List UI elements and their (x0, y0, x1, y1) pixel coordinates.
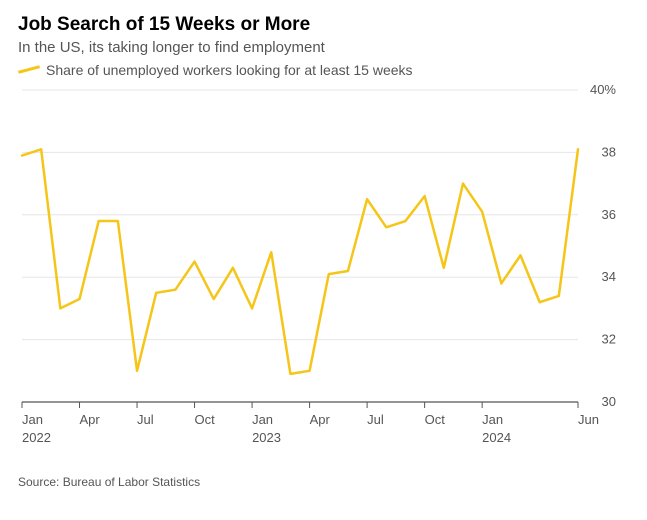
y-tick-label: 30 (602, 394, 616, 409)
chart-source: Source: Bureau of Labor Statistics (18, 475, 629, 489)
x-tick-year-label: 2023 (252, 430, 281, 445)
legend-swatch-icon (18, 66, 40, 75)
line-chart: 30 32 34 36 38 40% Jan 2022 Apr Jul Oct Jan 2023 Apr J… (18, 82, 629, 462)
x-tick-label: Jan (482, 412, 503, 427)
x-tick-label: Jul (367, 412, 384, 427)
y-tick-label: 32 (602, 331, 616, 346)
y-tick-label: 38 (602, 144, 616, 159)
chart-area: 30 32 34 36 38 40% Jan 2022 Apr Jul Oct Jan 2023 Apr J… (18, 82, 629, 467)
x-tick-label: Apr (310, 412, 331, 427)
x-tick-label: Apr (80, 412, 101, 427)
y-tick-label: 36 (602, 207, 616, 222)
x-tick-label: Oct (425, 412, 446, 427)
chart-subtitle: In the US, its taking longer to find emp… (18, 39, 629, 56)
x-tick-label: Jan (22, 412, 43, 427)
y-tick-label: 40% (590, 82, 616, 97)
y-tick-label: 34 (602, 269, 616, 284)
series-line (22, 149, 578, 374)
x-tick-label: Jan (252, 412, 273, 427)
legend-label: Share of unemployed workers looking for … (46, 62, 413, 78)
chart-legend: Share of unemployed workers looking for … (18, 62, 629, 78)
x-tick-year-label: 2022 (22, 430, 51, 445)
x-tick-label: Jun (578, 412, 599, 427)
chart-title: Job Search of 15 Weeks or More (18, 14, 629, 37)
x-tick-year-label: 2024 (482, 430, 511, 445)
chart-page: Job Search of 15 Weeks or More In the US… (0, 0, 647, 520)
x-tick-label: Jul (137, 412, 154, 427)
x-tick-label: Oct (195, 412, 216, 427)
